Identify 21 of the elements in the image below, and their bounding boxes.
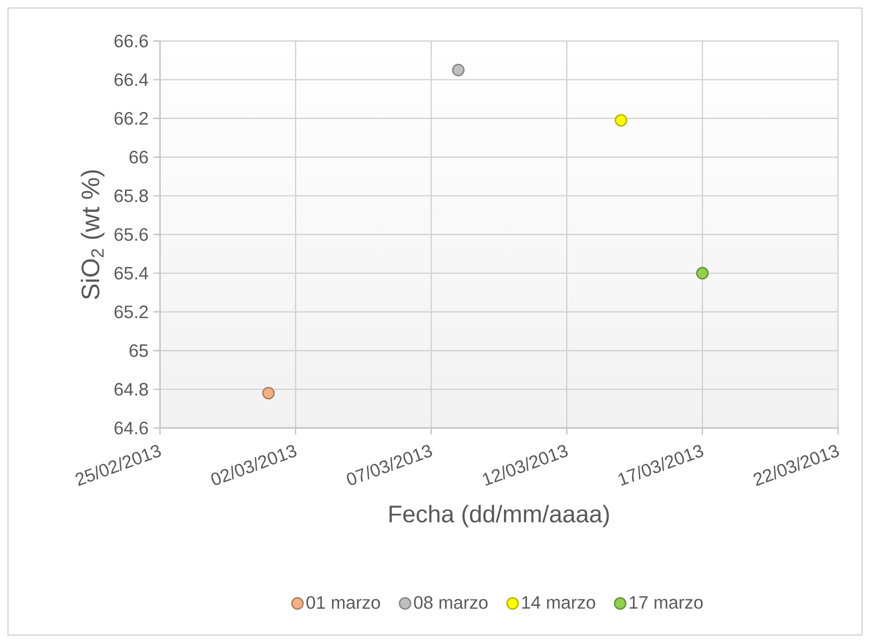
y-axis-title: SiO$_{2}$ (wt %) [80, 170, 104, 300]
legend-label: 08 marzo [414, 596, 488, 609]
y-tick-label: 65.8 [114, 189, 148, 202]
point [262, 386, 275, 400]
y-tick-label: 66 [130, 150, 148, 164]
y-tick-label: 65 [130, 344, 148, 357]
point [696, 266, 709, 280]
point [614, 114, 628, 127]
point [452, 64, 465, 76]
y-tick-label: 66.2 [114, 112, 148, 125]
y-tick-label: 65.4 [114, 266, 148, 280]
y-tick-label: 64.8 [114, 382, 148, 396]
legend-label: 01 marzo [306, 596, 380, 609]
legend-label: 17 marzo [630, 596, 703, 609]
legend-label: 14 marzo [522, 596, 596, 609]
y-tick-label: 66.6 [114, 34, 148, 48]
x-axis-title: Fecha (dd/mm/aaaa) [390, 504, 609, 528]
y-tick-label: 66.4 [114, 73, 148, 86]
y-tick-label: 64.6 [114, 422, 148, 434]
y-tick-label: 65.6 [114, 228, 148, 241]
y-tick-label: 65.2 [114, 306, 148, 318]
